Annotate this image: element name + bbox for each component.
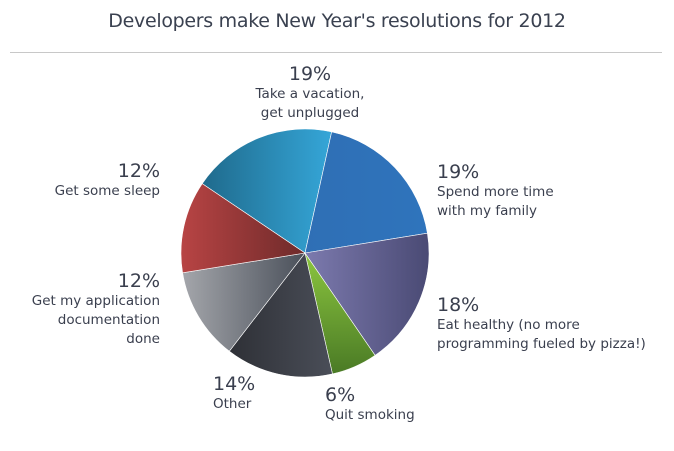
pie-slice-eat-healthy: [304, 232, 430, 356]
pie-slice-other: [228, 252, 333, 378]
chart-title: Developers make New Year's resolutions f…: [108, 10, 566, 32]
label-sleep: 12% Get some sleep: [54, 160, 160, 199]
pie-slice-documentation: [182, 252, 306, 352]
label-other: 14% Other: [213, 373, 256, 412]
label-vacation: 19% Take a vacation, get unplugged: [255, 63, 365, 121]
title-divider: [10, 52, 662, 53]
label-eat-healthy: 18% Eat healthy (no more programming fue…: [437, 294, 646, 352]
pie-slice-vacation: [201, 128, 332, 254]
label-family: 19% Spend more time with my family: [437, 161, 554, 219]
label-documentation: 12% Get my application documentation don…: [31, 270, 160, 347]
pie-slice-family: [304, 131, 428, 254]
pie-slice-sleep: [180, 183, 306, 274]
label-quit-smoking: 6% Quit smoking: [325, 384, 415, 423]
